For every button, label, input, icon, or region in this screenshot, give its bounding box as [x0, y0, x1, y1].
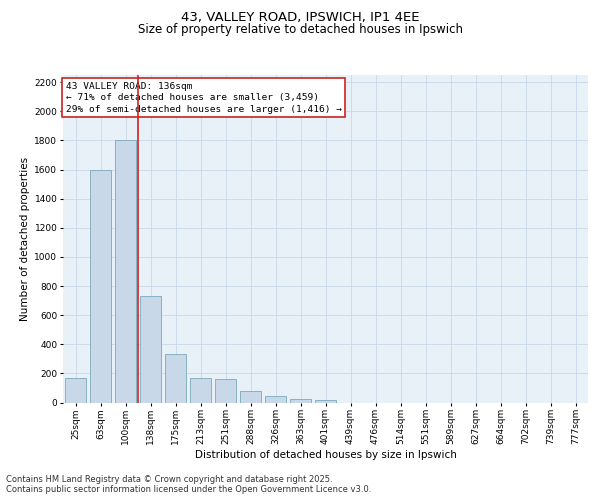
Text: Contains HM Land Registry data © Crown copyright and database right 2025.: Contains HM Land Registry data © Crown c…: [6, 476, 332, 484]
Bar: [315, 400, 336, 402]
Bar: [65, 378, 86, 402]
Text: Size of property relative to detached houses in Ipswich: Size of property relative to detached ho…: [137, 24, 463, 36]
Bar: [165, 354, 186, 403]
Bar: [290, 399, 311, 402]
Bar: [115, 140, 136, 402]
Bar: [190, 378, 211, 402]
Bar: [265, 396, 286, 402]
Text: Contains public sector information licensed under the Open Government Licence v3: Contains public sector information licen…: [6, 486, 371, 494]
Text: 43 VALLEY ROAD: 136sqm
← 71% of detached houses are smaller (3,459)
29% of semi-: 43 VALLEY ROAD: 136sqm ← 71% of detached…: [65, 82, 341, 114]
X-axis label: Distribution of detached houses by size in Ipswich: Distribution of detached houses by size …: [194, 450, 457, 460]
Bar: [90, 170, 111, 402]
Y-axis label: Number of detached properties: Number of detached properties: [20, 156, 30, 321]
Bar: [215, 379, 236, 402]
Bar: [240, 391, 261, 402]
Text: 43, VALLEY ROAD, IPSWICH, IP1 4EE: 43, VALLEY ROAD, IPSWICH, IP1 4EE: [181, 11, 419, 24]
Bar: [140, 296, 161, 403]
